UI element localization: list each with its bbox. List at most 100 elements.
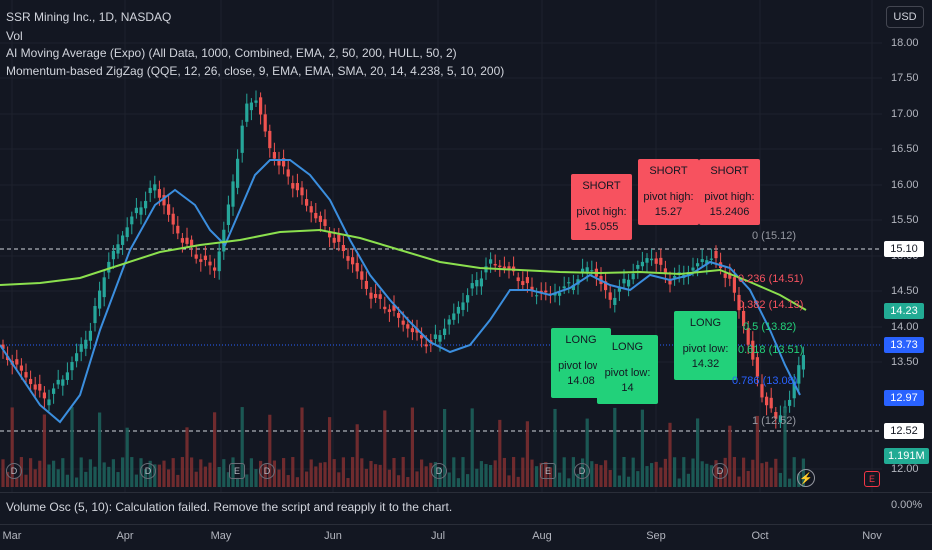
volume-bar [328,417,332,487]
candle-body [792,381,796,399]
dividend-icon[interactable]: D [6,463,22,479]
price-tick: 17.00 [891,108,919,120]
candle-body [236,158,240,188]
earnings-icon[interactable]: E [540,463,556,479]
price-tick: 16.50 [891,143,919,155]
volume-bar [116,472,120,487]
candle-body [622,278,626,284]
legend-momentum-zigzag[interactable]: Momentum-based ZigZag (QQE, 12, 26, clos… [6,64,505,78]
price-tick: 18.00 [891,37,919,49]
candle-body [226,204,230,225]
dividend-icon[interactable]: D [431,463,447,479]
volume-bar [558,472,562,487]
volume-bar [309,459,313,487]
candle-body [144,200,148,209]
candle-body [167,204,171,215]
legend-volume[interactable]: Vol [6,29,23,43]
volume-bar [300,407,304,487]
candle-body [263,114,267,132]
candle-body [401,320,405,325]
volume-bar [700,461,704,487]
dividend-icon[interactable]: D [574,463,590,479]
volume-bar [65,474,69,487]
candle-body [479,278,483,287]
pane-separator[interactable] [0,492,932,493]
volume-bar [194,471,198,487]
volume-bar [295,477,299,487]
long-title: LONG [689,317,722,329]
candle-body [723,273,727,278]
lightning-icon[interactable]: ⚡ [797,469,815,487]
candle-body [797,365,801,384]
candle-body [98,290,102,309]
volume-bar [98,412,102,487]
volume-bar [792,457,796,487]
candle-body [452,313,456,320]
candle-body [415,328,419,333]
volume-bar [535,466,539,487]
candle-body [530,286,534,291]
volume-bar [42,414,46,487]
candle-body [438,335,442,342]
volume-bar [240,407,244,487]
volume-bar [576,473,580,487]
earnings-icon[interactable]: E [229,463,245,479]
candle-body [305,199,309,206]
candle-body [148,187,152,194]
candle-body [659,257,663,265]
volume-bar [364,468,368,487]
candle-body [521,281,525,285]
volume-bar [461,457,465,487]
volume-bar [650,463,654,487]
volume-bar [226,472,230,487]
legend-ai-moving-average[interactable]: AI Moving Average (Expo) (All Data, 1000… [6,46,457,60]
volume-bar [640,409,644,487]
candle-body [199,259,203,262]
volume-label: 1.191M [884,448,929,464]
candle-body [176,225,180,234]
candle-body [742,310,746,327]
volume-bar [180,457,184,487]
candle-body [88,330,92,341]
volume-bar [410,407,414,487]
pivot-label: pivot high: [643,191,694,203]
volume-bar [70,407,74,487]
short-signal-box: SHORT pivot high: 15.2406 [699,159,760,225]
volume-bar [769,467,773,487]
dividend-icon[interactable]: D [140,463,156,479]
time-tick: Sep [646,530,666,542]
dividend-icon[interactable]: D [259,463,275,479]
candle-body [617,286,621,292]
volume-bar [93,466,97,487]
candle-body [700,259,704,262]
volume-bar [539,462,543,487]
volume-bar [645,466,649,487]
earnings-upcoming-icon[interactable]: E [864,471,880,487]
volume-bar [88,459,92,487]
price-label-pivot-high: 15.10 [884,241,924,257]
symbol-title[interactable]: SSR Mining Inc., 1D, NASDAQ [6,10,172,24]
candle-body [213,267,217,271]
candle-body [456,306,460,314]
candle-body [254,100,258,103]
volume-bar [121,457,125,487]
time-axis[interactable] [0,524,932,525]
candle-body [102,277,106,298]
volume-bar [751,459,755,487]
pivot-label: pivot high: [704,191,755,203]
currency-button[interactable]: USD [886,6,924,28]
volume-bar [631,457,635,487]
candle-body [755,357,759,377]
volume-bar [447,472,451,487]
candle-body [84,339,88,349]
short-signal-box: SHORT pivot high: 15.055 [571,174,632,240]
candle-body [383,306,387,310]
volume-bar [663,458,667,487]
dividend-icon[interactable]: D [712,463,728,479]
volume-bar [167,469,171,487]
volume-bar [1,459,5,487]
fib-level-0786: 0.786 (13.08) [732,375,798,387]
price-label-pivot-low: 12.52 [884,423,924,439]
time-tick: May [210,530,232,542]
volume-bar [424,466,428,487]
